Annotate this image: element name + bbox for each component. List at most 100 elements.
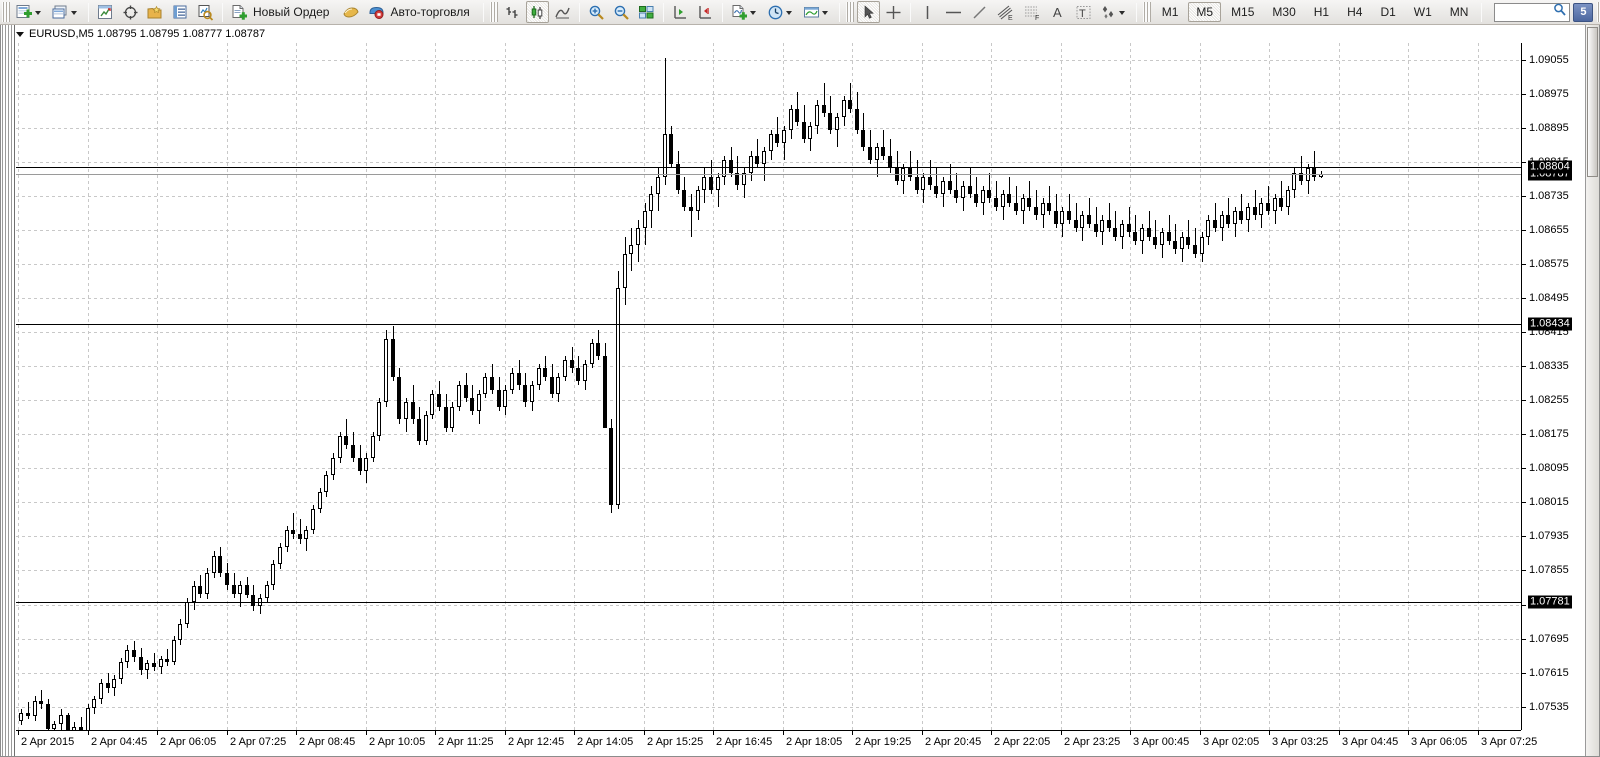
autotrading-button[interactable]: Авто-торговля bbox=[365, 1, 477, 23]
timeframe-button-h4[interactable]: H4 bbox=[1347, 5, 1363, 19]
price-level-line[interactable] bbox=[16, 324, 1521, 326]
candle-body-bullish bbox=[323, 474, 329, 492]
toolbar-grip[interactable] bbox=[1597, 2, 1600, 22]
price-tick bbox=[1522, 128, 1526, 130]
price-tick bbox=[1522, 502, 1526, 504]
chevron-down-icon[interactable] bbox=[785, 11, 792, 15]
crosshair-button[interactable] bbox=[882, 1, 905, 23]
timeframe-button-h1[interactable]: H1 bbox=[1313, 5, 1330, 19]
candle-body-bullish bbox=[383, 338, 389, 403]
candle-wick bbox=[1149, 211, 1150, 241]
price-tick bbox=[1522, 230, 1526, 232]
time-scale[interactable]: 2 Apr 2015 2 Apr 04:45 2 Apr 06:05 2 Apr 07… bbox=[16, 730, 1537, 756]
timeframe-button-m5[interactable]: M5 bbox=[1188, 2, 1222, 22]
chevron-down-icon[interactable] bbox=[821, 11, 828, 15]
candle-body-bearish bbox=[914, 176, 920, 190]
candle-body-bearish bbox=[1311, 168, 1317, 177]
grid-line-vertical bbox=[644, 43, 645, 730]
shapes-button[interactable] bbox=[1097, 1, 1131, 23]
toolbar-grip[interactable] bbox=[1142, 2, 1151, 22]
search-icon[interactable] bbox=[1552, 2, 1567, 22]
candle-body-bearish bbox=[602, 355, 608, 428]
chart-window-button[interactable] bbox=[49, 1, 83, 23]
candle-body-bearish bbox=[967, 185, 973, 194]
time-tick bbox=[1408, 731, 1409, 735]
search-box[interactable] bbox=[1494, 2, 1571, 22]
candle-body-bearish bbox=[496, 389, 502, 407]
toolbar-grip[interactable] bbox=[489, 2, 498, 22]
zoom-out-button[interactable] bbox=[610, 1, 633, 23]
new-chart-button[interactable] bbox=[13, 1, 47, 23]
candle-body-bullish bbox=[841, 100, 847, 118]
timeframe-button-w1[interactable]: W1 bbox=[1413, 5, 1432, 19]
indicators-button[interactable] bbox=[728, 1, 762, 23]
candle-body-bullish bbox=[124, 650, 130, 662]
line-chart-button[interactable] bbox=[551, 1, 574, 23]
timeframe-button-m1[interactable]: M1 bbox=[1161, 5, 1179, 19]
toolbar-grip[interactable] bbox=[845, 2, 854, 22]
chevron-down-icon[interactable] bbox=[35, 11, 41, 15]
metaeditor-button[interactable] bbox=[339, 1, 363, 23]
navigator-button[interactable] bbox=[144, 1, 167, 23]
new-order-button[interactable]: Новый Ордер bbox=[228, 1, 337, 23]
candle-body-bullish bbox=[363, 457, 369, 471]
chevron-down-icon[interactable] bbox=[1118, 11, 1125, 15]
bar-chart-button[interactable] bbox=[501, 1, 524, 23]
candle-body-bearish bbox=[25, 712, 31, 717]
time-tick-label: 2 Apr 19:25 bbox=[855, 736, 912, 748]
equidistant-channel-button[interactable]: E bbox=[993, 1, 1018, 23]
chart-plot-area[interactable] bbox=[16, 43, 1521, 730]
timeframe-button-m15[interactable]: M15 bbox=[1231, 5, 1255, 19]
timeframe-button-mn[interactable]: MN bbox=[1449, 5, 1469, 19]
periods-button[interactable] bbox=[764, 1, 798, 23]
chart-shift-end-button[interactable] bbox=[694, 1, 717, 23]
chart-left-scrollbar[interactable] bbox=[1, 25, 15, 756]
candle-wick bbox=[917, 159, 918, 194]
text-button[interactable]: A bbox=[1047, 1, 1070, 23]
price-level-label: 1.08434 bbox=[1528, 317, 1572, 331]
terminal-button[interactable] bbox=[169, 1, 192, 23]
cursor-arrow-button[interactable] bbox=[856, 1, 880, 23]
fibonacci-button[interactable]: F bbox=[1020, 1, 1045, 23]
candle-body-bullish bbox=[807, 125, 813, 139]
price-level-line[interactable] bbox=[16, 601, 1521, 603]
text-label-button[interactable]: T bbox=[1072, 1, 1095, 23]
candle-wick bbox=[346, 419, 347, 450]
price-level-line[interactable] bbox=[16, 174, 1521, 176]
strategy-tester-button[interactable] bbox=[194, 1, 217, 23]
candle-wick bbox=[1188, 219, 1189, 250]
grid-line-vertical bbox=[18, 43, 19, 730]
grid-line-vertical bbox=[922, 43, 923, 730]
zoom-in-button[interactable] bbox=[585, 1, 608, 23]
notifications-badge[interactable]: 5 bbox=[1573, 2, 1594, 22]
toolbar-grip[interactable] bbox=[2, 2, 10, 22]
chevron-down-icon[interactable] bbox=[749, 11, 756, 15]
trendline-button[interactable] bbox=[968, 1, 991, 23]
chart-menu-triangle-icon[interactable] bbox=[16, 31, 24, 37]
scrollbar-thumb[interactable] bbox=[1587, 27, 1598, 177]
auto-scroll-button[interactable] bbox=[669, 1, 692, 23]
candle-body-bearish bbox=[993, 198, 999, 207]
grid-line-horizontal bbox=[16, 468, 1521, 470]
price-level-line[interactable] bbox=[16, 166, 1521, 168]
search-input[interactable] bbox=[1496, 4, 1553, 20]
market-watch-button[interactable] bbox=[94, 1, 117, 23]
candlestick-chart-button[interactable] bbox=[525, 1, 549, 23]
horizontal-line-button[interactable] bbox=[941, 1, 966, 23]
timeframe-button-m30[interactable]: M30 bbox=[1272, 5, 1296, 19]
time-tick bbox=[88, 731, 89, 735]
grid-line-horizontal bbox=[16, 706, 1521, 708]
chevron-down-icon[interactable] bbox=[71, 11, 77, 15]
price-scale[interactable]: 1.090551.089751.088951.088151.087351.086… bbox=[1521, 43, 1585, 730]
time-tick-label: 3 Apr 00:45 bbox=[1133, 736, 1190, 748]
chart-vertical-scrollbar[interactable] bbox=[1585, 25, 1599, 756]
candle-body-bearish bbox=[794, 108, 800, 122]
data-window-button[interactable] bbox=[119, 1, 142, 23]
metaeditor-icon bbox=[342, 4, 360, 21]
autotrading-label: Авто-торговля bbox=[390, 5, 470, 19]
chart-shift-button[interactable] bbox=[635, 1, 658, 23]
timeframe-button-d1[interactable]: D1 bbox=[1380, 5, 1396, 19]
vertical-line-button[interactable] bbox=[916, 1, 939, 23]
candle-body-bearish bbox=[1112, 228, 1118, 237]
templates-button[interactable] bbox=[800, 1, 834, 23]
